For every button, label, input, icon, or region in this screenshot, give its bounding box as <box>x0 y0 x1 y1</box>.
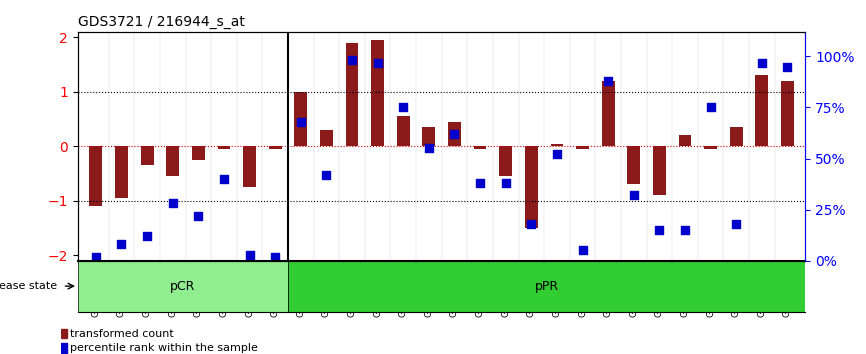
Point <box>499 180 513 186</box>
Bar <box>397 116 410 146</box>
Bar <box>704 146 717 149</box>
Bar <box>602 81 615 146</box>
Bar <box>576 146 589 149</box>
Bar <box>500 146 512 176</box>
Point <box>652 227 666 233</box>
Text: GDS3721 / 216944_s_at: GDS3721 / 216944_s_at <box>78 16 245 29</box>
Point <box>678 227 692 233</box>
Bar <box>346 43 359 146</box>
Point <box>422 145 436 151</box>
Point <box>345 58 359 63</box>
Point <box>217 176 231 182</box>
Point <box>780 64 794 69</box>
Point <box>704 105 718 110</box>
Point <box>242 252 256 257</box>
Text: transformed count: transformed count <box>70 329 174 339</box>
Bar <box>192 146 204 160</box>
Text: disease state: disease state <box>0 281 57 291</box>
FancyBboxPatch shape <box>288 261 805 312</box>
Bar <box>89 146 102 206</box>
Point <box>397 105 410 110</box>
Bar <box>140 146 153 165</box>
Bar <box>474 146 487 149</box>
Bar <box>217 146 230 149</box>
Bar <box>423 127 436 146</box>
Bar <box>61 343 67 353</box>
Point <box>627 193 641 198</box>
Point <box>114 241 128 247</box>
Bar <box>268 146 281 149</box>
Point <box>576 248 590 253</box>
Point <box>89 254 103 259</box>
Bar <box>372 40 384 146</box>
Bar <box>166 146 179 176</box>
Point <box>371 60 385 65</box>
Point <box>191 213 205 218</box>
Bar <box>551 143 563 146</box>
Bar <box>653 146 666 195</box>
Point <box>550 152 564 157</box>
Bar <box>781 81 794 146</box>
Bar <box>448 122 461 146</box>
Bar <box>525 146 538 228</box>
Bar <box>115 146 128 198</box>
Point <box>294 119 307 125</box>
Bar <box>627 146 640 184</box>
Bar <box>730 127 743 146</box>
Text: pPR: pPR <box>534 280 559 293</box>
Point <box>755 60 769 65</box>
Text: percentile rank within the sample: percentile rank within the sample <box>70 343 258 353</box>
Point <box>729 221 743 227</box>
Bar <box>679 135 691 146</box>
Bar <box>755 75 768 146</box>
Point <box>268 254 282 259</box>
Point <box>601 78 615 84</box>
Text: pCR: pCR <box>171 280 196 293</box>
Point <box>320 172 333 178</box>
Bar <box>61 329 67 338</box>
Point <box>165 201 179 206</box>
FancyBboxPatch shape <box>78 261 288 312</box>
Bar <box>294 92 307 146</box>
Point <box>140 233 154 239</box>
Point <box>473 180 487 186</box>
Point <box>448 131 462 137</box>
Point <box>525 221 539 227</box>
Bar <box>243 146 256 187</box>
Bar <box>320 130 333 146</box>
